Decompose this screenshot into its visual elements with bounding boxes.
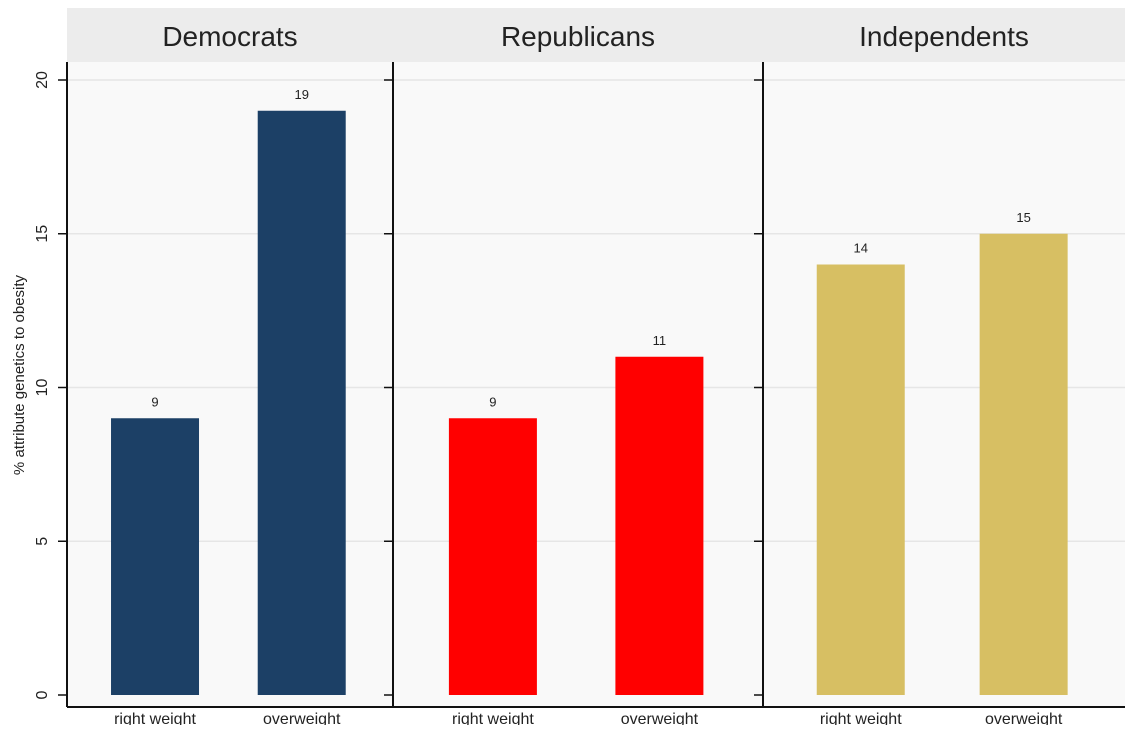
x-category-label-independents-1: overweight [985,711,1063,725]
panel-title-republicans: Republicans [501,21,655,52]
y-axis-title: % attribute genetics to obesity [11,274,28,475]
x-category-label-democrats-0: right weight [114,711,196,725]
y-tick-label-0: 0 [34,690,51,699]
x-category-label-republicans-1: overweight [621,711,699,725]
bar-republicans-right-weight [448,418,537,695]
x-category-label-independents-0: right weight [820,711,902,725]
y-tick-label-15: 15 [34,225,51,243]
bar-independents-right-weight [816,264,905,695]
panel-title-independents: Independents [859,21,1029,52]
y-tick-label-5: 5 [34,537,51,546]
x-category-label-democrats-1: overweight [263,711,341,725]
value-label-independents-0: 14 [854,241,868,256]
value-label-democrats-0: 9 [151,394,158,409]
bar-independents-overweight [979,233,1068,695]
x-category-label-republicans-0: right weight [452,711,534,725]
panel-header-democrats [67,8,393,62]
value-label-republicans-0: 9 [489,394,496,409]
plot-area-republicans [393,62,763,707]
bar-democrats-overweight [257,110,346,695]
bar-democrats-right-weight [111,418,200,695]
value-label-democrats-1: 19 [294,87,308,102]
panel-header-republicans [393,8,763,62]
panel-header-independents [763,8,1125,62]
panel-title-democrats: Democrats [162,21,297,52]
y-tick-label-10: 10 [34,379,51,397]
bar-republicans-overweight [615,356,704,695]
y-tick-label-20: 20 [34,71,51,89]
value-label-independents-1: 15 [1016,210,1030,225]
value-label-republicans-1: 11 [653,333,667,348]
